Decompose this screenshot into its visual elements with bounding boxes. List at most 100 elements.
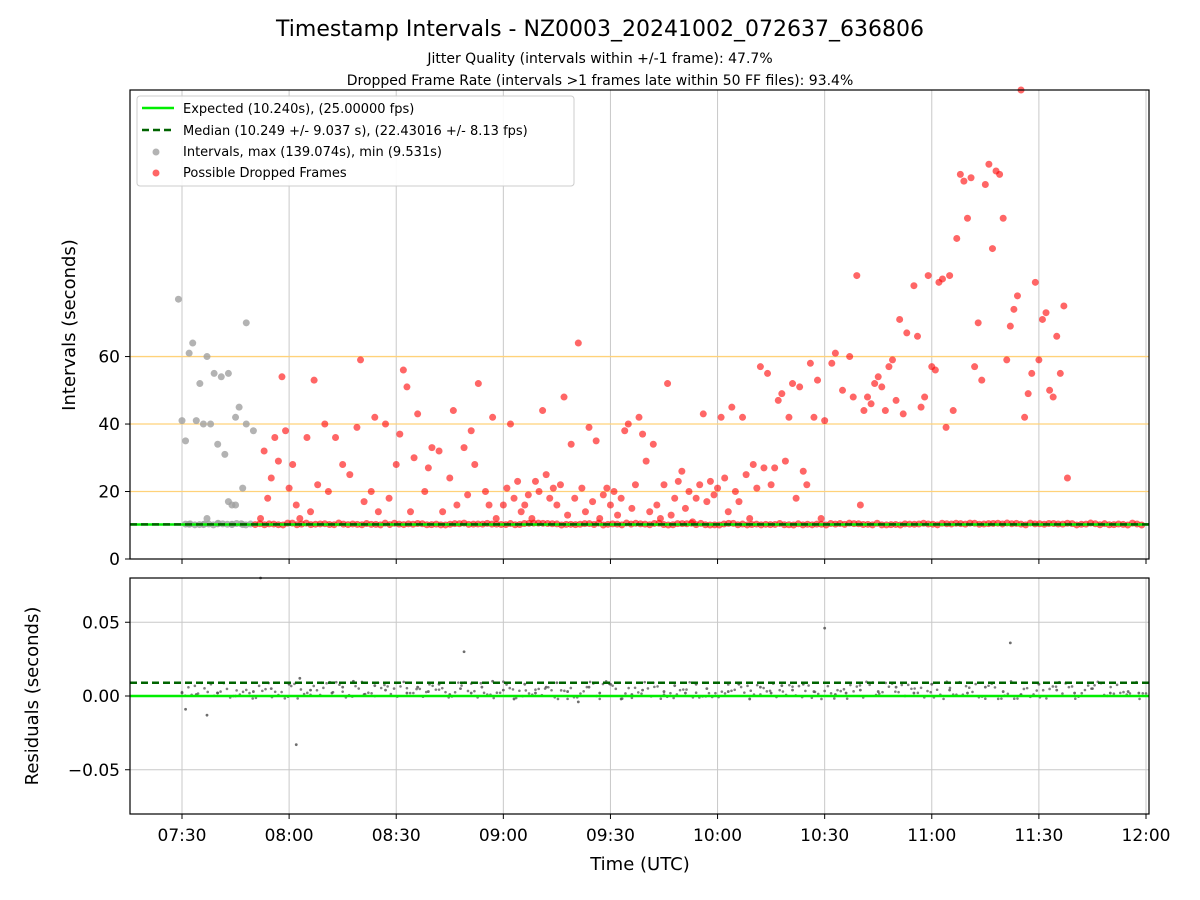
residual-point	[791, 688, 794, 692]
dropped-frame-point	[867, 400, 875, 408]
intervals-plot-frame	[129, 89, 1150, 560]
residual-point	[1070, 685, 1074, 688]
interval-point	[207, 420, 215, 428]
residual-point	[829, 691, 833, 695]
residual-point	[322, 686, 325, 690]
residual-point	[876, 690, 880, 693]
residual-point	[900, 683, 904, 687]
dropped-frame-point	[553, 501, 561, 509]
dropped-frame-point	[257, 515, 265, 523]
dropped-frame-point	[742, 471, 750, 479]
residual-point	[399, 685, 402, 688]
residual-point	[669, 691, 672, 695]
residual-point	[894, 690, 897, 693]
residual-point	[791, 685, 794, 688]
dropped-frame-point	[264, 494, 272, 502]
dropped-frame-point	[303, 434, 311, 442]
dropped-frame-point	[685, 488, 693, 496]
intervals-panel: 0 20 40 60 Intervals (seconds) Expected (10…	[59, 86, 1150, 570]
residual-point	[244, 688, 248, 692]
dropped-frame-point	[921, 393, 929, 401]
residual-point	[844, 691, 848, 695]
residual-point	[527, 692, 531, 695]
residual-point	[457, 681, 460, 684]
residual-point	[993, 686, 997, 689]
residual-point	[897, 690, 900, 694]
dropped-frame-point	[539, 407, 547, 415]
residual-point	[219, 690, 222, 693]
interval-point	[224, 498, 232, 506]
residual-point	[225, 687, 229, 691]
residual-point	[1141, 692, 1145, 695]
residual-point	[373, 684, 377, 688]
legend-intervals-marker	[152, 148, 160, 156]
residual-point	[498, 691, 502, 695]
dropped-frame-point	[481, 488, 489, 496]
dropped-frame-point	[521, 501, 529, 509]
residual-point	[367, 691, 370, 695]
residual-point	[331, 690, 335, 694]
dropped-frame-point	[728, 403, 736, 411]
dropped-frame-point	[592, 437, 600, 445]
residual-point	[1115, 683, 1119, 687]
residual-point	[1025, 686, 1029, 690]
dropped-frame-point	[560, 393, 568, 401]
dropped-frame-point	[817, 515, 825, 523]
legend-box	[136, 95, 575, 187]
dropped-frame-point	[289, 461, 297, 469]
residual-point	[501, 688, 505, 692]
interval-point	[224, 369, 232, 377]
residual-point	[273, 690, 277, 694]
dropped-frame-point	[849, 393, 857, 401]
dropped-frame-point	[506, 420, 514, 428]
residual-point	[653, 685, 656, 689]
dropped-frame-point	[735, 498, 743, 506]
dropped-frame-point	[885, 363, 893, 371]
residual-point	[203, 687, 206, 690]
residual-point	[424, 690, 428, 694]
residual-point	[492, 696, 495, 700]
dropped-frame-point	[942, 423, 950, 431]
residual-point	[1083, 688, 1087, 692]
residual-point	[440, 686, 444, 690]
residual-point	[579, 692, 582, 695]
dropped-frame-point	[664, 380, 672, 388]
residual-point	[781, 690, 785, 693]
x-tick-label: 09:00	[479, 826, 528, 846]
residual-point	[379, 686, 383, 690]
residual-point	[627, 686, 630, 690]
residual-point	[261, 689, 264, 693]
residual-point	[678, 688, 682, 692]
residual-point	[912, 691, 916, 695]
residual-point	[984, 697, 987, 701]
dropped-frame-point	[403, 383, 411, 391]
dropped-frame-point	[913, 332, 921, 340]
dropped-frame-point	[792, 494, 800, 502]
residual-point	[460, 684, 463, 687]
dropped-frame-point	[706, 477, 714, 485]
residual-point	[206, 690, 210, 694]
interval-point	[242, 319, 250, 327]
residual-point	[930, 682, 934, 686]
residual-point	[306, 691, 309, 695]
residual-point	[839, 689, 843, 693]
dropped-frame-point	[681, 504, 689, 512]
residuals-y-tick-label: −0.05	[68, 761, 120, 781]
residual-point	[1090, 687, 1093, 690]
residual-point	[910, 687, 913, 691]
residual-point	[636, 691, 640, 694]
residual-point	[495, 691, 499, 695]
residual-point	[685, 688, 688, 691]
dropped-frame-point	[1031, 278, 1039, 286]
residual-point	[826, 684, 830, 688]
residual-point	[383, 683, 386, 687]
dropped-frame-point	[746, 515, 754, 523]
residual-point	[926, 689, 929, 693]
dropped-frame-point	[714, 484, 722, 492]
residual-point	[1108, 691, 1112, 695]
residual-point	[537, 687, 540, 691]
dropped-frame-point	[1038, 315, 1046, 323]
dropped-frame-point	[542, 471, 550, 479]
dropped-frame-point	[653, 501, 661, 509]
dropped-frame-point	[785, 413, 793, 421]
